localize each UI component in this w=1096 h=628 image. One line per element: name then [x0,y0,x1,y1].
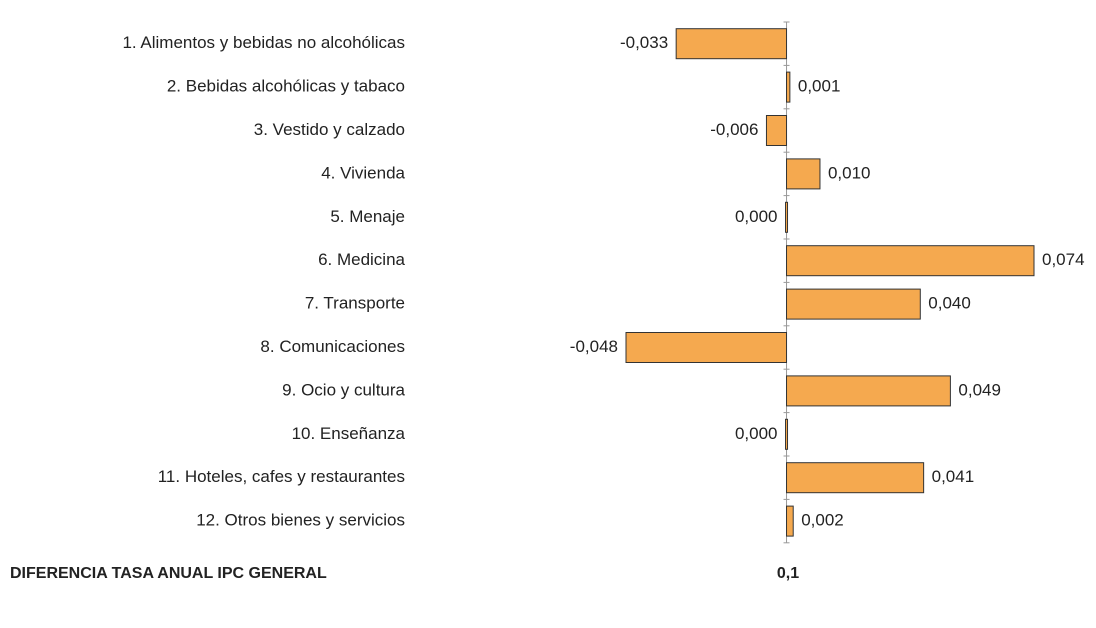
bar [786,158,821,190]
value-label: 0,040 [928,294,971,313]
category-label: 12. Otros bienes y servicios [196,511,405,530]
category-label: 7. Transporte [305,294,405,313]
value-label: 0,000 [735,424,778,443]
category-label: 9. Ocio y cultura [282,380,405,399]
value-label: 0,002 [801,511,844,530]
value-label: 0,074 [1042,250,1085,269]
value-label: 0,049 [958,380,1001,399]
value-label: -0,033 [620,33,668,52]
bar [786,375,951,407]
value-label: 0,000 [735,207,778,226]
category-label: 2. Bebidas alcohólicas y tabaco [167,77,405,96]
category-label: 10. Enseñanza [292,424,406,443]
bar [786,288,921,320]
bar [786,71,791,103]
value-label: -0,006 [710,120,758,139]
value-label: 0,041 [932,467,975,486]
value-label: -0,048 [570,337,618,356]
bar [786,505,794,537]
category-label: 3. Vestido y calzado [254,120,405,139]
bar [786,245,1035,277]
bar [675,28,788,60]
bar [785,418,789,450]
category-label: 1. Alimentos y bebidas no alcohólicas [122,33,405,52]
bar [765,115,788,146]
category-label: 8. Comunicaciones [260,337,405,356]
value-label: 0,001 [798,77,841,96]
category-label: 4. Vivienda [321,163,405,182]
bar [625,332,788,363]
bar [785,201,789,233]
summary-label: DIFERENCIA TASA ANUAL IPC GENERAL [10,565,327,582]
category-label: 11. Hoteles, cafes y restaurantes [158,467,405,486]
category-label: 6. Medicina [318,250,405,269]
summary-value: 0,1 [777,565,799,582]
category-label: 5. Menaje [330,207,405,226]
bar [786,462,925,494]
value-label: 0,010 [828,163,871,182]
